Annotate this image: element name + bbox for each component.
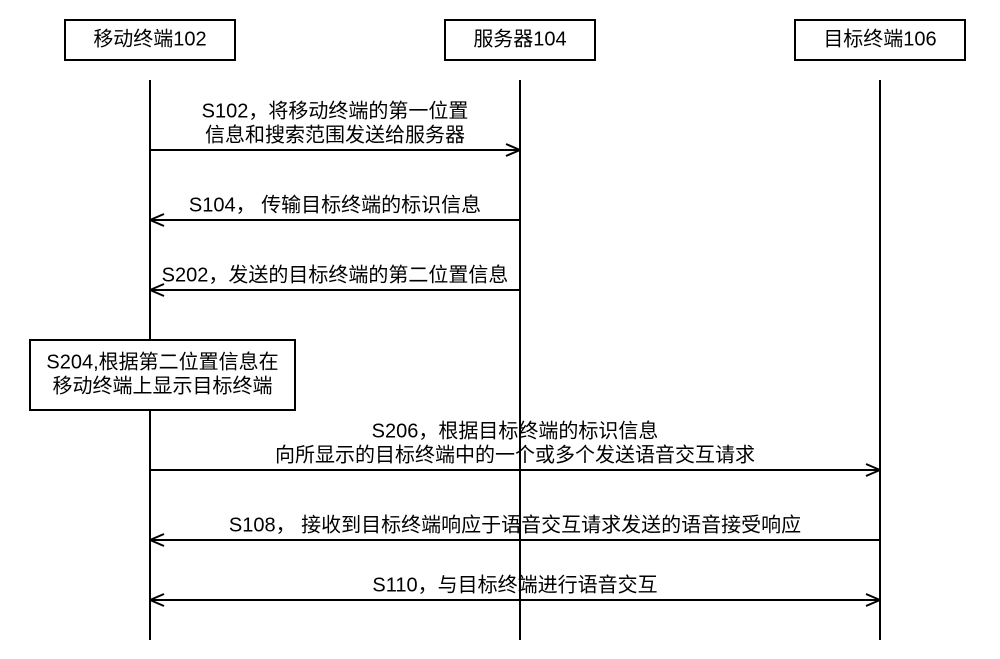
message-label-s104: S104， 传输目标终端的标识信息 bbox=[189, 193, 481, 216]
message-label-s206: 向所显示的目标终端中的一个或多个发送语音交互请求 bbox=[275, 443, 755, 466]
participant-label-mobile: 移动终端102 bbox=[93, 27, 206, 50]
message-label-s206: S206，根据目标终端的标识信息 bbox=[372, 419, 659, 442]
message-label-s102: 信息和搜索范围发送给服务器 bbox=[205, 123, 465, 146]
participant-label-target: 目标终端106 bbox=[823, 27, 936, 50]
note-line: 移动终端上显示目标终端 bbox=[53, 374, 273, 397]
message-label-s202: S202，发送的目标终端的第二位置信息 bbox=[162, 263, 509, 286]
note-line: S204,根据第二位置信息在 bbox=[46, 350, 278, 373]
participant-label-server: 服务器104 bbox=[473, 27, 566, 50]
message-label-s108: S108， 接收到目标终端响应于语音交互请求发送的语音接受响应 bbox=[229, 513, 801, 536]
message-label-s102: S102，将移动终端的第一位置 bbox=[202, 99, 469, 122]
message-label-s110: S110，与目标终端进行语音交互 bbox=[372, 573, 657, 596]
sequence-diagram: 移动终端102 服务器104 目标终端106 S204,根据第二位置信息在移动终端上显… bbox=[0, 0, 1000, 659]
